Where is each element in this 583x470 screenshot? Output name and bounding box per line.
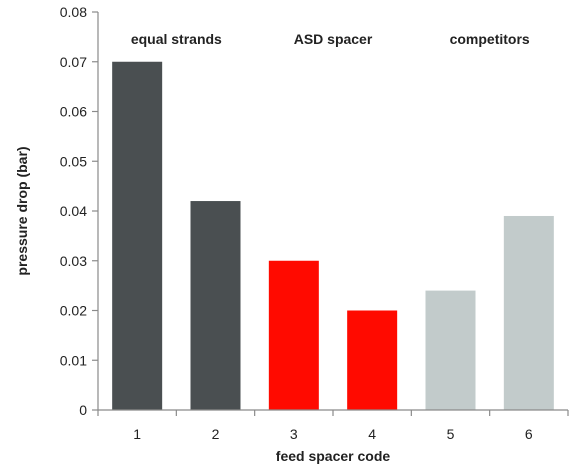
x-tick-label: 1 bbox=[133, 426, 141, 442]
y-tick-label: 0 bbox=[79, 402, 87, 418]
group-label: competitors bbox=[450, 31, 530, 47]
y-axis-ticks: 0 0.01 0.02 0.03 0.04 0.05 0.06 0.07 0.08 bbox=[60, 4, 98, 418]
group-label: equal strands bbox=[131, 31, 222, 47]
group-labels: equal strands ASD spacer competitors bbox=[131, 31, 530, 47]
x-tick-label: 4 bbox=[368, 426, 376, 442]
x-tick-label: 3 bbox=[290, 426, 298, 442]
y-tick-label: 0.07 bbox=[60, 54, 87, 70]
y-tick-label: 0.06 bbox=[60, 104, 87, 120]
y-tick-label: 0.02 bbox=[60, 303, 87, 319]
y-tick-label: 0.01 bbox=[60, 352, 87, 368]
x-tick-label: 2 bbox=[212, 426, 220, 442]
bar-2 bbox=[190, 201, 241, 410]
y-axis-title: pressure drop (bar) bbox=[14, 146, 30, 275]
bar-5 bbox=[425, 290, 476, 410]
bar-3 bbox=[268, 260, 319, 410]
bar-1 bbox=[112, 61, 163, 410]
y-tick-label: 0.03 bbox=[60, 253, 87, 269]
x-tick-label: 6 bbox=[525, 426, 533, 442]
y-tick-label: 0.04 bbox=[60, 203, 87, 219]
group-label: ASD spacer bbox=[294, 31, 373, 47]
x-axis-title: feed spacer code bbox=[276, 448, 391, 464]
x-axis-ticks: 1 2 3 4 5 6 bbox=[97, 410, 569, 442]
bar-6 bbox=[503, 215, 554, 410]
y-tick-label: 0.08 bbox=[60, 4, 87, 20]
y-tick-label: 0.05 bbox=[60, 153, 87, 169]
bars-layer bbox=[112, 61, 554, 410]
x-tick-label: 5 bbox=[447, 426, 455, 442]
bar-4 bbox=[347, 310, 398, 410]
